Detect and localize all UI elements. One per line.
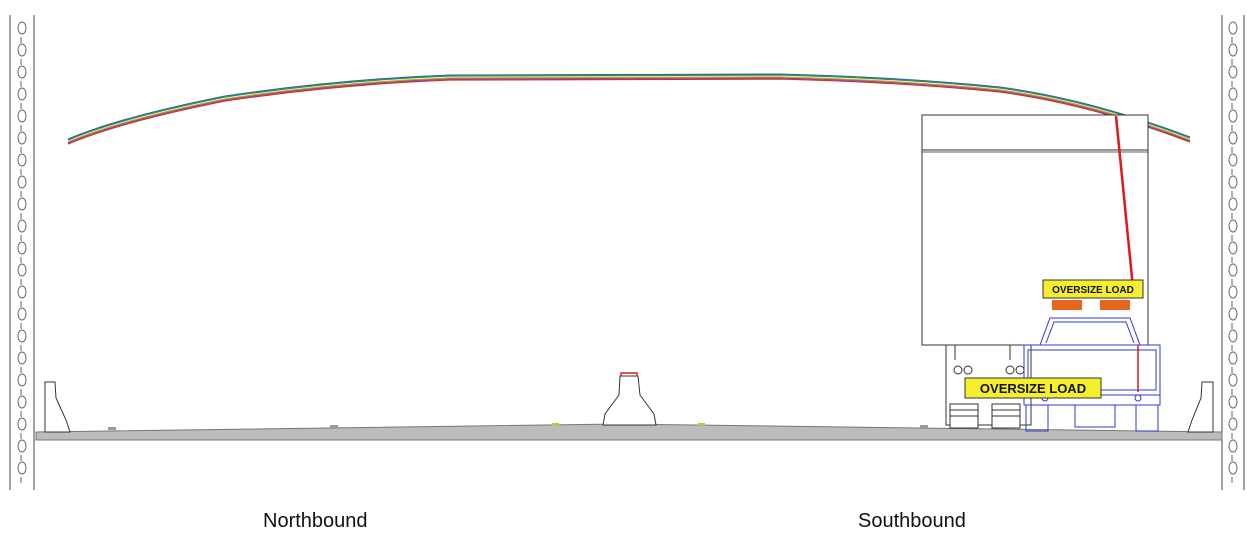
wall-pattern-mark [1228, 263, 1238, 277]
wall-pattern-mark [1228, 109, 1238, 123]
beacon-light [1052, 300, 1082, 310]
wall-pattern-mark [1228, 395, 1238, 409]
beacon-light [1100, 300, 1130, 310]
wall-pattern-mark [1228, 153, 1238, 167]
wall-pattern-mark [17, 263, 27, 277]
wall-pattern-mark [17, 43, 27, 57]
wall-pattern-mark [1228, 373, 1238, 387]
wall-pattern-mark [1228, 241, 1238, 255]
wall-pattern-mark [1228, 21, 1238, 35]
median-marker [620, 372, 638, 376]
wall-pattern-mark [17, 219, 27, 233]
right-abutment-wall [1221, 15, 1245, 490]
wall-pattern-mark [1228, 307, 1238, 321]
left-abutment-wall [9, 15, 35, 490]
wall-pattern-mark [1228, 351, 1238, 365]
wall-pattern-mark [1228, 417, 1238, 431]
wall-pattern-mark [17, 197, 27, 211]
wall-pattern-mark [17, 241, 27, 255]
wall-pattern-mark [17, 373, 27, 387]
bumper-oversize-sign: OVERSIZE LOAD [964, 377, 1102, 399]
wall-pattern-mark [17, 109, 27, 123]
wall-pattern-mark [17, 351, 27, 365]
wall-pattern-mark [1228, 439, 1238, 453]
wall-pattern-mark [17, 395, 27, 409]
wall-pattern-mark [1228, 329, 1238, 343]
southbound-label: Southbound [858, 510, 966, 532]
wall-pattern-mark [17, 461, 27, 475]
wall-pattern-mark [17, 285, 27, 299]
overhead-lines [67, 73, 1191, 145]
lane-marker [552, 423, 559, 426]
wall-pattern-mark [1228, 175, 1238, 189]
lane-marker [330, 425, 338, 428]
wall-pattern-mark [17, 175, 27, 189]
wall-pattern-mark [17, 439, 27, 453]
wall-pattern-mark [1228, 131, 1238, 145]
wall-pattern-mark [17, 87, 27, 101]
northbound-label: Northbound [263, 510, 368, 532]
wall-pattern-mark [17, 329, 27, 343]
wall-pattern-mark [1228, 43, 1238, 57]
wall-pattern-mark [1228, 197, 1238, 211]
median-barrier [602, 375, 657, 426]
wall-pattern-mark [17, 65, 27, 79]
road-deck [35, 423, 1223, 441]
wall-pattern-mark [17, 417, 27, 431]
top-oversize-sign: OVERSIZE LOAD [1042, 279, 1144, 299]
wall-pattern-mark [1228, 87, 1238, 101]
wall-pattern-mark [1228, 461, 1238, 475]
wall-pattern-mark [1228, 65, 1238, 79]
wall-pattern-mark [17, 21, 27, 35]
lane-marker [698, 423, 705, 426]
wall-pattern-mark [1228, 219, 1238, 233]
lane-marker [108, 427, 116, 430]
clearance-measure-line [1114, 115, 1135, 289]
lane-marker [920, 425, 928, 428]
wall-pattern-mark [1228, 285, 1238, 299]
top-sign-text: OVERSIZE LOAD [1052, 285, 1134, 296]
right-barrier [1187, 381, 1214, 433]
wall-pattern-mark [17, 307, 27, 321]
bumper-sign-text: OVERSIZE LOAD [980, 381, 1086, 396]
left-barrier [44, 381, 71, 433]
wall-pattern-mark [17, 131, 27, 145]
wall-pattern-mark [17, 153, 27, 167]
